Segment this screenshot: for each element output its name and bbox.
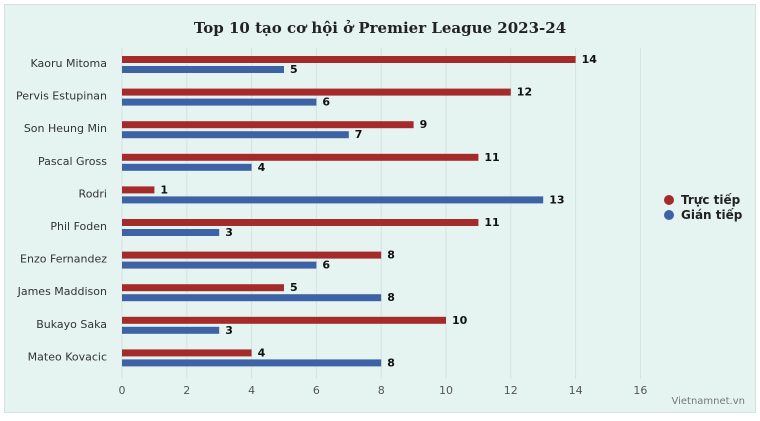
category-label: Rodri (79, 187, 107, 200)
data-label: 1 (160, 183, 168, 196)
category-label: Pascal Gross (38, 155, 107, 168)
category-label: Phil Foden (50, 220, 107, 233)
data-label: 8 (387, 356, 395, 369)
data-label: 8 (387, 249, 395, 262)
x-tick-label: 0 (119, 384, 126, 397)
data-label: 7 (355, 128, 363, 141)
x-tick-labels: 0 2 4 6 8 10 12 14 16 (119, 384, 648, 397)
x-tick-label: 4 (248, 384, 255, 397)
bar (122, 219, 479, 226)
bar (122, 153, 479, 161)
category-labels: Kaoru Mitoma Pervis Estupinan Son Heung Mi… (16, 57, 107, 363)
category-label: Pervis Estupinan (16, 90, 107, 103)
bar (122, 196, 544, 204)
category-label: Kaoru Mitoma (30, 57, 107, 70)
bar (122, 163, 252, 171)
x-tick-label: 16 (633, 384, 647, 397)
data-label: 13 (549, 193, 564, 206)
bar (122, 66, 284, 73)
bar (122, 359, 382, 367)
bar-chart: Top 10 tạo cơ hội ở Premier League 2023-… (16, 19, 745, 407)
bar (122, 326, 220, 334)
data-label: 8 (387, 291, 395, 304)
bar (122, 121, 414, 129)
data-label: 5 (290, 63, 298, 76)
data-label: 6 (322, 259, 330, 272)
data-label: 9 (420, 118, 428, 131)
bar (122, 186, 155, 194)
bar (122, 98, 317, 106)
x-tick-label: 2 (183, 384, 190, 397)
data-label: 12 (517, 86, 532, 99)
bar (122, 229, 220, 236)
bar (122, 261, 317, 269)
data-label: 6 (322, 96, 330, 109)
chart-frame: Top 10 tạo cơ hội ở Premier League 2023-… (4, 4, 756, 413)
data-label: 11 (484, 216, 499, 229)
bar (122, 349, 252, 357)
category-label: James Maddison (17, 285, 107, 298)
legend-label: Gián tiếp (681, 208, 743, 222)
chart-title: Top 10 tạo cơ hội ở Premier League 2023-… (194, 19, 566, 37)
category-label: Enzo Fernandez (20, 253, 107, 266)
credit-text: Vietnamnet.vn (671, 396, 745, 407)
category-label: Mateo Kovacic (28, 350, 107, 363)
x-tick-label: 12 (504, 384, 518, 397)
data-label: 14 (582, 53, 598, 66)
data-label: 4 (258, 161, 266, 174)
bar (122, 131, 349, 139)
category-label: Bukayo Saka (36, 318, 107, 331)
bar (122, 294, 382, 302)
x-tick-label: 8 (378, 384, 385, 397)
x-tick-label: 6 (313, 384, 320, 397)
category-label: Son Heung Min (24, 122, 107, 135)
bar (122, 284, 284, 292)
data-label: 4 (258, 346, 266, 359)
x-tick-label: 10 (439, 384, 453, 397)
legend-label: Trực tiếp (681, 193, 741, 207)
bar (122, 316, 446, 324)
legend-marker (664, 210, 674, 220)
x-tick-label: 14 (569, 384, 583, 397)
bar (122, 56, 576, 63)
bar (122, 88, 511, 96)
data-label: 5 (290, 281, 298, 294)
bar (122, 251, 382, 259)
legend-marker (664, 195, 674, 205)
data-label: 3 (225, 226, 233, 239)
data-label: 11 (484, 151, 499, 164)
data-label: 10 (452, 314, 468, 327)
data-label: 3 (225, 324, 233, 337)
